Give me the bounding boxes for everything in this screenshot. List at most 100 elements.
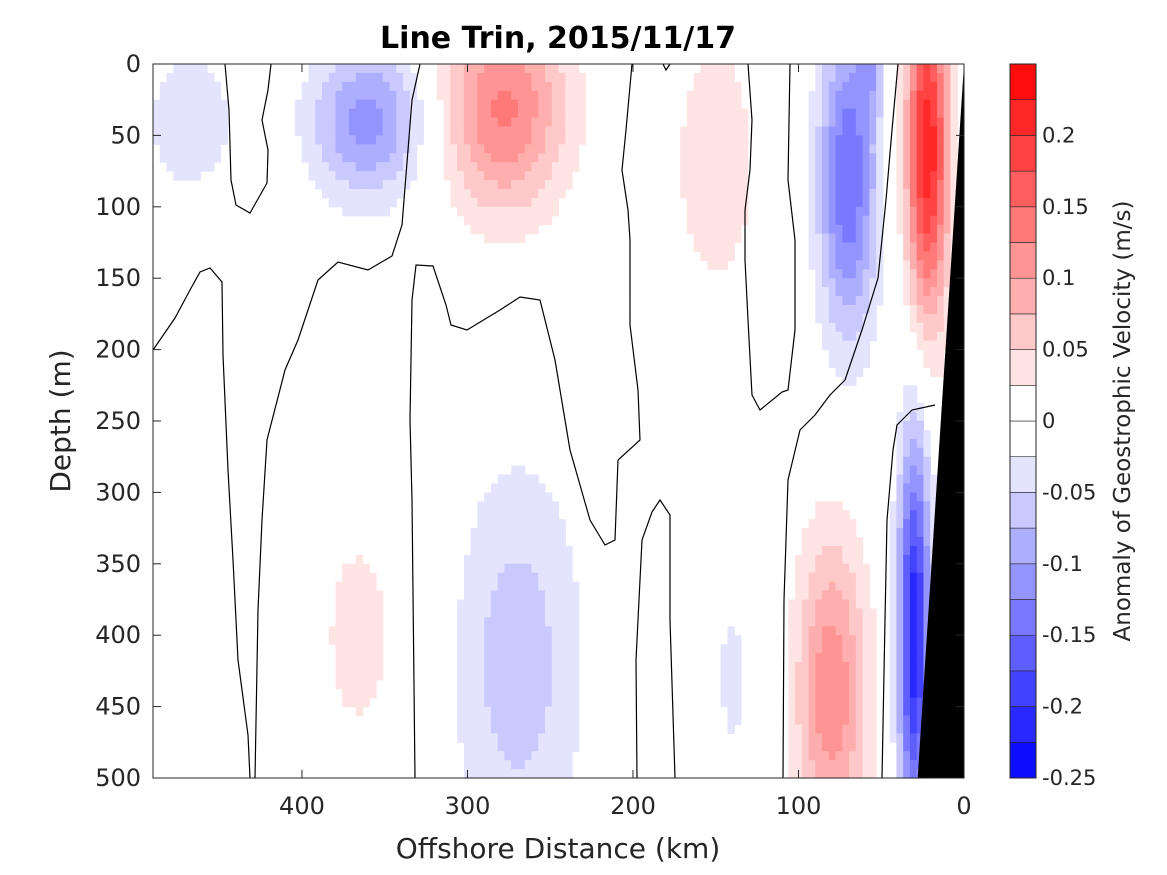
heatmap-cell xyxy=(477,64,485,74)
heatmap-cell xyxy=(896,706,904,717)
heatmap-cell xyxy=(815,135,823,145)
heatmap-cell xyxy=(321,144,330,154)
heatmap-cell xyxy=(876,224,884,235)
heatmap-cell xyxy=(788,617,796,627)
heatmap-cell xyxy=(862,296,870,306)
heatmap-cell xyxy=(173,81,181,92)
heatmap-cell xyxy=(369,661,377,672)
heatmap-cell xyxy=(551,153,560,163)
heatmap-cell xyxy=(923,456,931,467)
heatmap-cell xyxy=(869,742,877,752)
heatmap-cell xyxy=(869,724,877,734)
heatmap-cell xyxy=(720,171,729,181)
heatmap-cell xyxy=(490,188,499,199)
heatmap-cell xyxy=(490,706,499,717)
heatmap-cell xyxy=(869,81,877,92)
heatmap-cell xyxy=(389,126,397,136)
heatmap-cell xyxy=(538,617,546,627)
heatmap-cell xyxy=(463,644,472,654)
heatmap-cell xyxy=(565,679,573,690)
heatmap-cell xyxy=(916,590,925,601)
heatmap-cell xyxy=(869,197,877,208)
heatmap-cell xyxy=(463,162,472,172)
heatmap-cell xyxy=(909,171,918,181)
heatmap-cell xyxy=(490,117,499,128)
heatmap-cell xyxy=(788,599,796,610)
heatmap-cell xyxy=(727,162,735,172)
heatmap-cell xyxy=(835,313,843,324)
heatmap-cell xyxy=(693,233,702,244)
heatmap-cell xyxy=(490,180,499,190)
heatmap-cell xyxy=(842,617,850,627)
heatmap-cell xyxy=(903,162,911,172)
heatmap-cell xyxy=(551,688,560,699)
heatmap-cell xyxy=(511,64,519,74)
heatmap-cell xyxy=(207,162,215,172)
heatmap-cell xyxy=(950,81,958,92)
heatmap-cell xyxy=(734,108,742,119)
heatmap-cell xyxy=(835,501,843,511)
heatmap-cell xyxy=(538,715,546,726)
heatmap-cell xyxy=(855,358,864,369)
heatmap-cell xyxy=(936,340,945,351)
heatmap-cell xyxy=(497,581,506,592)
heatmap-cell xyxy=(470,670,478,681)
heatmap-cell xyxy=(531,224,539,235)
heatmap-cell xyxy=(369,197,377,208)
heatmap-cell xyxy=(936,260,945,270)
heatmap-cell xyxy=(308,108,316,119)
heatmap-cell xyxy=(842,742,850,752)
heatmap-cell xyxy=(909,313,918,324)
heatmap-cell xyxy=(720,644,729,654)
heatmap-cell xyxy=(490,528,499,538)
heatmap-cell xyxy=(909,590,918,601)
heatmap-cell xyxy=(538,144,546,154)
heatmap-cell xyxy=(362,626,370,636)
heatmap-cell xyxy=(950,99,958,110)
heatmap-cell xyxy=(909,64,918,74)
colorbar-tick-label: -0.25 xyxy=(1042,766,1096,790)
heatmap-cell xyxy=(876,188,884,199)
heatmap-cell xyxy=(382,81,391,92)
heatmap-cell xyxy=(376,144,384,154)
heatmap-cell xyxy=(524,537,533,547)
heatmap-cell xyxy=(916,64,925,74)
heatmap-cell xyxy=(727,215,735,226)
heatmap-cell xyxy=(348,581,357,592)
heatmap-cell xyxy=(923,492,931,502)
heatmap-cell xyxy=(396,126,404,136)
heatmap-cell xyxy=(869,644,877,654)
heatmap-cell xyxy=(490,733,499,743)
heatmap-cell xyxy=(835,510,843,520)
heatmap-cell xyxy=(517,90,526,101)
heatmap-cell xyxy=(524,563,533,574)
heatmap-cell xyxy=(200,153,208,163)
heatmap-cell xyxy=(511,626,519,636)
heatmap-cell xyxy=(213,108,222,119)
heatmap-cell xyxy=(855,135,864,145)
heatmap-cell xyxy=(463,688,472,699)
heatmap-cell xyxy=(896,688,904,699)
heatmap-cell xyxy=(544,572,553,583)
heatmap-cell xyxy=(477,769,485,779)
heatmap-cell xyxy=(842,626,850,636)
heatmap-cell xyxy=(869,171,877,181)
heatmap-cell xyxy=(916,688,925,699)
heatmap-cell xyxy=(538,188,546,199)
heatmap-cell xyxy=(828,679,837,690)
heatmap-cell xyxy=(463,706,472,717)
heatmap-cell xyxy=(822,233,830,244)
heatmap-cell xyxy=(720,180,729,190)
heatmap-cell xyxy=(862,197,870,208)
heatmap-cell xyxy=(835,108,843,119)
heatmap-cell xyxy=(903,528,911,538)
heatmap-cell xyxy=(207,72,215,83)
colorbar-tick-label: 0.2 xyxy=(1042,123,1075,147)
heatmap-cell xyxy=(524,474,533,485)
heatmap-cell xyxy=(544,519,553,529)
heatmap-cell xyxy=(903,438,911,449)
heatmap-cell xyxy=(376,90,384,101)
heatmap-cell xyxy=(335,617,343,627)
heatmap-cell xyxy=(362,644,370,654)
heatmap-cell xyxy=(524,90,533,101)
